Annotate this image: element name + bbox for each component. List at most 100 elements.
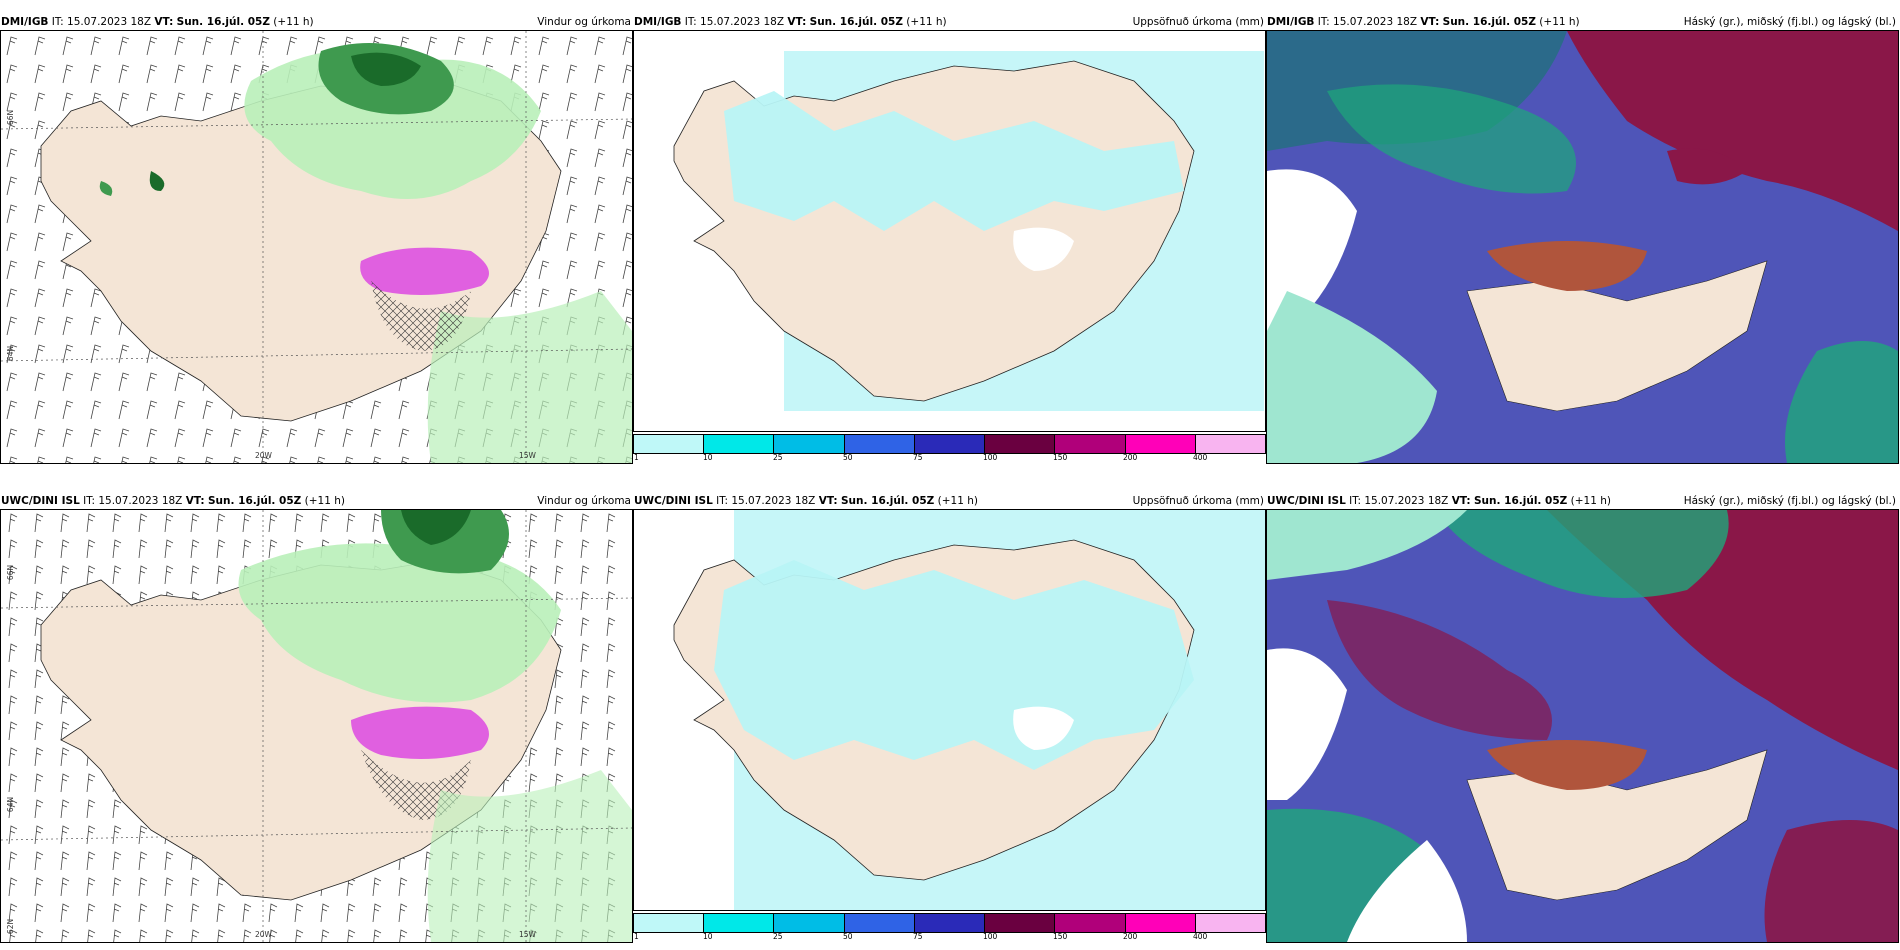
colorbar-tick: 1 [634,932,639,941]
valid-label: VT: [185,495,205,507]
colorbar-bin [1195,914,1265,932]
colorbar-bin [1055,435,1126,453]
lead-time: (+11 h) [1570,495,1611,507]
lat-label-64n: 64N [6,345,16,362]
valid-time: Sun. 16.júl. 05Z [1473,495,1568,507]
init-time: IT: 15.07.2023 18Z [716,495,816,507]
lon-label-15w: 15W [519,451,536,460]
init-time: IT: 15.07.2023 18Z [1349,495,1449,507]
valid-time: Sun. 16.júl. 05Z [840,495,935,507]
colorbar-bin [704,435,775,453]
colorbar-tick: 75 [913,453,923,462]
map-wind-precip[interactable]: 66N 64N 20W 15W [0,30,633,464]
colorbar-tick: 10 [703,932,713,941]
panel-title: Uppsöfnuð úrkoma (mm) [1132,16,1264,28]
colorbar-bin [844,435,915,453]
lat-label-64n: 64N [6,796,16,813]
init-time: IT: 15.07.2023 18Z [684,16,785,28]
panel-title: Háský (gr.), miðský (fj.bl.) og lágský (… [1683,16,1896,28]
panel-title: Uppsöfnuð úrkoma (mm) [1132,495,1264,507]
valid-label: VT: [818,495,838,507]
model-name: UWC/DINI ISL [1,495,80,507]
map-graphic [1267,31,1898,463]
colorbar-bin [914,914,986,932]
map-accum-precip[interactable] [633,509,1266,911]
lon-label-20w: 20W [255,930,272,939]
colorbar-bin [774,914,845,932]
colorbar-bin [844,914,915,932]
colorbar-tick: 50 [843,453,853,462]
panel-header: DMI/IGB IT: 15.07.2023 18Z VT: Sun. 16.j… [1266,14,1900,30]
colorbar-tick: 75 [913,932,923,941]
colorbar-bin [985,435,1056,453]
model-name: DMI/IGB [1267,16,1315,28]
init-time: IT: 15.07.2023 18Z [1317,16,1418,28]
lead-time: (+11 h) [906,16,947,28]
panel-wind-precip-uwc: UWC/DINI ISL IT: 15.07.2023 18Z VT: Sun.… [0,493,633,943]
colorbar-ticks: 1 10 25 50 75 100 150 200 400 [633,932,1264,942]
panel-header: UWC/DINI ISL IT: 15.07.2023 18Z VT: Sun.… [633,493,1266,509]
colorbar-bin [704,914,775,932]
iceland-land [1466,260,1768,412]
colorbar-bin [914,435,986,453]
colorbar-bin [634,914,705,932]
panel-accum-precip-uwc: UWC/DINI ISL IT: 15.07.2023 18Z VT: Sun.… [633,493,1266,943]
colorbar-tick: 150 [1053,453,1068,462]
lon-label-20w: 20W [255,451,272,460]
colorbar-bin [634,435,705,453]
lead-time: (+11 h) [304,495,345,507]
panel-wind-precip-dmi: DMI/IGB IT: 15.07.2023 18Z VT: Sun. 16.j… [0,14,633,464]
lon-label-15w: 15W [519,930,536,939]
colorbar-tick: 10 [703,453,713,462]
panel-accum-precip-dmi: DMI/IGB IT: 15.07.2023 18Z VT: Sun. 16.j… [633,14,1266,464]
colorbar-tick: 50 [843,932,853,941]
lat-label-66n: 66N [6,109,16,126]
colorbar-bin [774,435,845,453]
model-name: UWC/DINI ISL [1267,495,1346,507]
colorbar-tick: 200 [1123,932,1138,941]
valid-label: VT: [1451,495,1471,507]
colorbar-tick: 25 [773,453,783,462]
panel-title: Vindur og úrkoma [537,16,631,28]
colorbar-tick: 150 [1053,932,1068,941]
map-accum-precip[interactable] [633,30,1266,432]
valid-label: VT: [154,16,174,28]
lead-time: (+11 h) [937,495,978,507]
valid-time: Sun. 16.júl. 05Z [207,495,302,507]
model-name: DMI/IGB [634,16,682,28]
init-time: IT: 15.07.2023 18Z [83,495,183,507]
valid-label: VT: [1420,16,1440,28]
valid-time: Sun. 16.júl. 05Z [176,16,270,28]
colorbar-bin [1125,914,1196,932]
map-clouds[interactable] [1266,30,1899,464]
colorbar-tick: 100 [983,932,998,941]
colorbar-bin [1195,435,1265,453]
panel-title: Vindur og úrkoma [537,495,631,507]
colorbar-tick: 25 [773,932,783,941]
model-name: DMI/IGB [1,16,49,28]
valid-label: VT: [787,16,807,28]
map-clouds[interactable] [1266,509,1899,943]
init-time: IT: 15.07.2023 18Z [51,16,152,28]
colorbar-tick: 400 [1193,932,1208,941]
panel-header: DMI/IGB IT: 15.07.2023 18Z VT: Sun. 16.j… [633,14,1266,30]
colorbar-ticks: 1 10 25 50 75 100 150 200 400 [633,453,1264,463]
colorbar-tick: 1 [634,453,639,462]
valid-time: Sun. 16.júl. 05Z [1442,16,1536,28]
map-graphic [673,51,1264,411]
valid-time: Sun. 16.júl. 05Z [809,16,903,28]
colorbar [633,434,1266,454]
model-name: UWC/DINI ISL [634,495,713,507]
map-graphic [673,510,1265,910]
map-graphic [1267,510,1898,942]
lat-label-62n: 62N [6,918,16,935]
colorbar-bin [985,914,1056,932]
map-wind-precip[interactable]: 66N 64N 62N 20W 15W [0,509,633,943]
colorbar [633,913,1266,933]
colorbar-tick: 100 [983,453,998,462]
colorbar-tick: 200 [1123,453,1138,462]
lead-time: (+11 h) [273,16,314,28]
panel-header: UWC/DINI ISL IT: 15.07.2023 18Z VT: Sun.… [1266,493,1900,509]
map-graphic [1,510,632,942]
colorbar-bin [1055,914,1126,932]
